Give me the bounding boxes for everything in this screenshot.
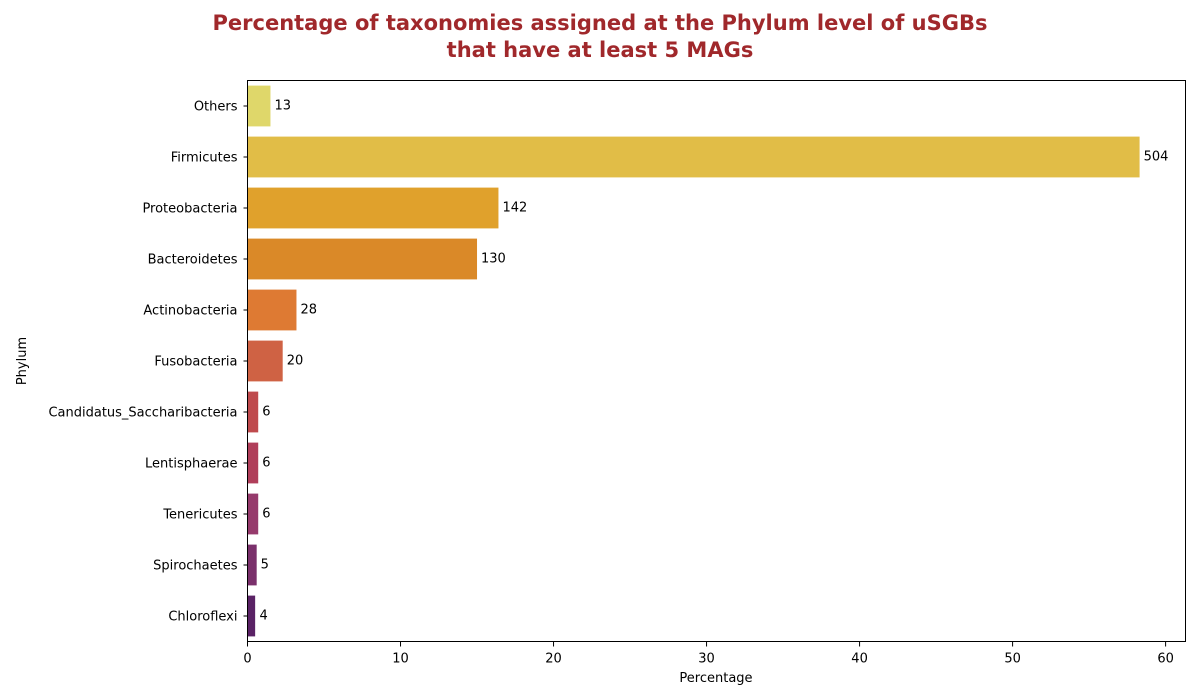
bar xyxy=(247,442,259,484)
chart-title-line-2: that have at least 5 MAGs xyxy=(446,38,754,62)
y-axis-ticks: Others Firmicutes Proteobacteria Bacteroide… xyxy=(48,100,248,625)
bar xyxy=(247,187,499,229)
bar-value-label: 504 xyxy=(1144,150,1169,165)
chart-title-line-1: Percentage of taxonomies assigned at the… xyxy=(212,11,988,35)
x-axis-label: Percentage xyxy=(679,671,752,686)
y-tick-label: Bacteroidetes xyxy=(148,253,238,268)
x-tick-label: 0 xyxy=(243,652,251,667)
bar xyxy=(247,340,283,382)
bar-value-label: 13 xyxy=(274,99,291,114)
bar xyxy=(247,238,478,280)
plot-frame xyxy=(247,80,1186,642)
bar-value-label: 20 xyxy=(287,354,304,369)
bar xyxy=(247,595,256,637)
x-axis-ticks: 0 10 20 30 40 50 60 xyxy=(243,641,1174,667)
bar xyxy=(247,289,297,331)
y-axis-label: Phylum xyxy=(15,337,30,385)
y-tick-label: Tenericutes xyxy=(162,508,237,523)
y-tick-label: Others xyxy=(194,100,238,115)
bar-value-label: 6 xyxy=(262,507,270,522)
y-tick-label: Chloroflexi xyxy=(168,610,237,625)
bar-value-label: 5 xyxy=(261,558,269,573)
y-tick-label: Candidatus_Saccharibacteria xyxy=(48,406,237,421)
x-tick-label: 60 xyxy=(1157,652,1174,667)
y-tick-label: Actinobacteria xyxy=(143,304,237,319)
bar-value-label: 130 xyxy=(481,252,506,267)
x-tick-label: 10 xyxy=(392,652,409,667)
y-tick-label: Proteobacteria xyxy=(142,202,237,217)
y-tick-label: Spirochaetes xyxy=(153,559,238,574)
bar xyxy=(247,85,271,127)
y-tick-label: Lentisphaerae xyxy=(145,457,238,472)
bar xyxy=(247,391,259,433)
bars-group xyxy=(247,85,1140,637)
bar-labels-group: 13 504 142 130 28 20 6 6 6 5 4 xyxy=(260,99,1169,624)
bar xyxy=(247,136,1140,178)
bar xyxy=(247,544,257,586)
y-tick-label: Firmicutes xyxy=(171,151,238,166)
x-tick-label: 20 xyxy=(545,652,562,667)
chart-title: Percentage of taxonomies assigned at the… xyxy=(0,10,1200,64)
y-tick-label: Fusobacteria xyxy=(154,355,237,370)
bar-value-label: 28 xyxy=(300,303,317,318)
bar xyxy=(247,493,259,535)
bar-value-label: 4 xyxy=(260,609,268,624)
bar-value-label: 142 xyxy=(502,201,527,216)
x-tick-label: 30 xyxy=(698,652,715,667)
x-tick-label: 40 xyxy=(851,652,868,667)
bar-value-label: 6 xyxy=(262,405,270,420)
bar-value-label: 6 xyxy=(262,456,270,471)
x-tick-label: 50 xyxy=(1004,652,1021,667)
